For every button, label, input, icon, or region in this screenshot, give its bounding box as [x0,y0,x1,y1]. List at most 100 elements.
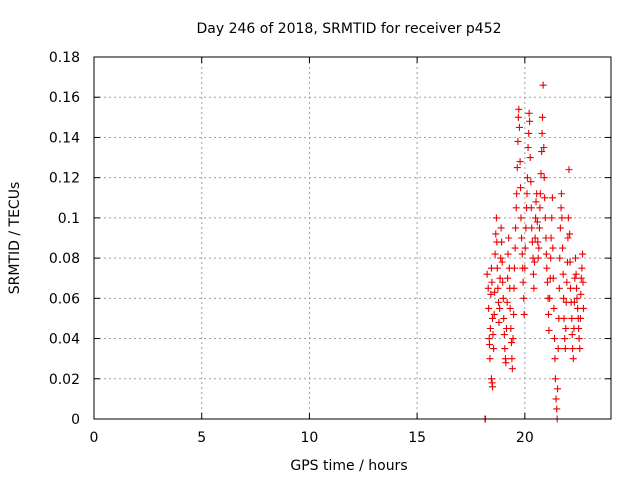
data-point [507,325,515,332]
data-point [566,258,574,266]
y-tick-label: 0.08 [49,251,80,267]
data-point [527,178,535,186]
data-point [541,214,549,222]
data-point [559,244,567,252]
data-point [536,204,544,212]
data-point [547,234,555,242]
data-point [549,244,557,252]
x-tick-label: 20 [516,430,534,446]
data-point [497,254,505,262]
data-point [495,318,503,326]
data-point [489,314,497,322]
data-point [486,341,494,349]
x-tick-label: 5 [197,430,206,446]
data-point [490,345,498,353]
data-point [525,109,533,117]
data-point [505,234,513,242]
y-axis-label: SRMTID / TECUs [7,182,23,295]
data-point [534,254,542,262]
plot-frame [93,56,612,420]
data-point [513,164,521,172]
data-point [568,331,576,339]
data-point [535,244,543,252]
data-point [560,314,568,322]
data-point [504,274,512,282]
data-point [554,345,562,353]
data-point [525,129,533,137]
data-point [500,314,508,322]
data-point [509,335,517,343]
data-point [533,218,541,226]
data-point [483,270,491,278]
data-point [579,278,587,286]
data-point [523,190,531,198]
data-point [531,258,539,266]
data-point [502,359,510,367]
data-point [485,335,493,343]
data-point [498,238,506,246]
data-point [561,335,569,343]
data-point [550,304,558,312]
data-point [517,214,525,222]
data-point [564,214,572,222]
data-point [563,278,571,286]
data-point [566,230,574,238]
data-point [501,345,509,353]
data-point [545,327,553,335]
data-point [510,310,518,318]
data-point [562,325,570,332]
data-point [579,304,587,312]
data-point [497,224,505,232]
x-tick-label: 0 [90,430,99,446]
data-point [484,284,492,292]
y-tick-label: 0.1 [58,211,80,227]
data-point [510,264,518,272]
data-point [537,170,545,178]
data-point [551,335,559,343]
data-point [488,278,496,286]
data-point [532,214,540,222]
axes: 0 5 10 15 20 0 0.02 0.04 0.06 0.08 0.1 0.12 0.14 0.16… [49,50,611,446]
data-point [548,214,556,222]
data-point [492,214,500,222]
data-point [516,158,524,166]
data-point [515,123,523,131]
data-point [568,314,576,322]
data-point [532,198,540,206]
data-point [570,298,578,306]
data-point [496,274,504,282]
data-point [507,339,515,347]
y-tick-label: 0 [71,412,80,428]
data-point [573,284,581,292]
data-point [512,224,520,232]
data-point [485,304,493,312]
data-point [556,224,564,232]
data-point [487,290,495,298]
data-point [576,314,584,322]
x-tick-label: 15 [408,430,426,446]
data-point [542,250,550,258]
data-point [511,244,519,252]
data-point [547,254,555,262]
data-point [541,194,549,202]
data-point [493,264,501,272]
data-point [577,274,585,282]
data-point [526,117,534,125]
data-point [520,294,528,302]
data-point [491,250,499,258]
data-point [539,81,547,89]
data-point [526,154,534,162]
y-tick-label: 0.04 [49,332,80,348]
data-point [576,345,584,353]
data-point [496,304,504,312]
data-point [521,244,529,252]
data-point [518,250,526,258]
data-point [561,345,569,353]
data-point [534,238,542,246]
y-tick-label: 0.18 [49,50,80,66]
data-point [571,274,579,282]
data-point [490,310,498,318]
data-point [514,113,522,121]
data-point [512,204,520,212]
data-point [558,214,566,222]
